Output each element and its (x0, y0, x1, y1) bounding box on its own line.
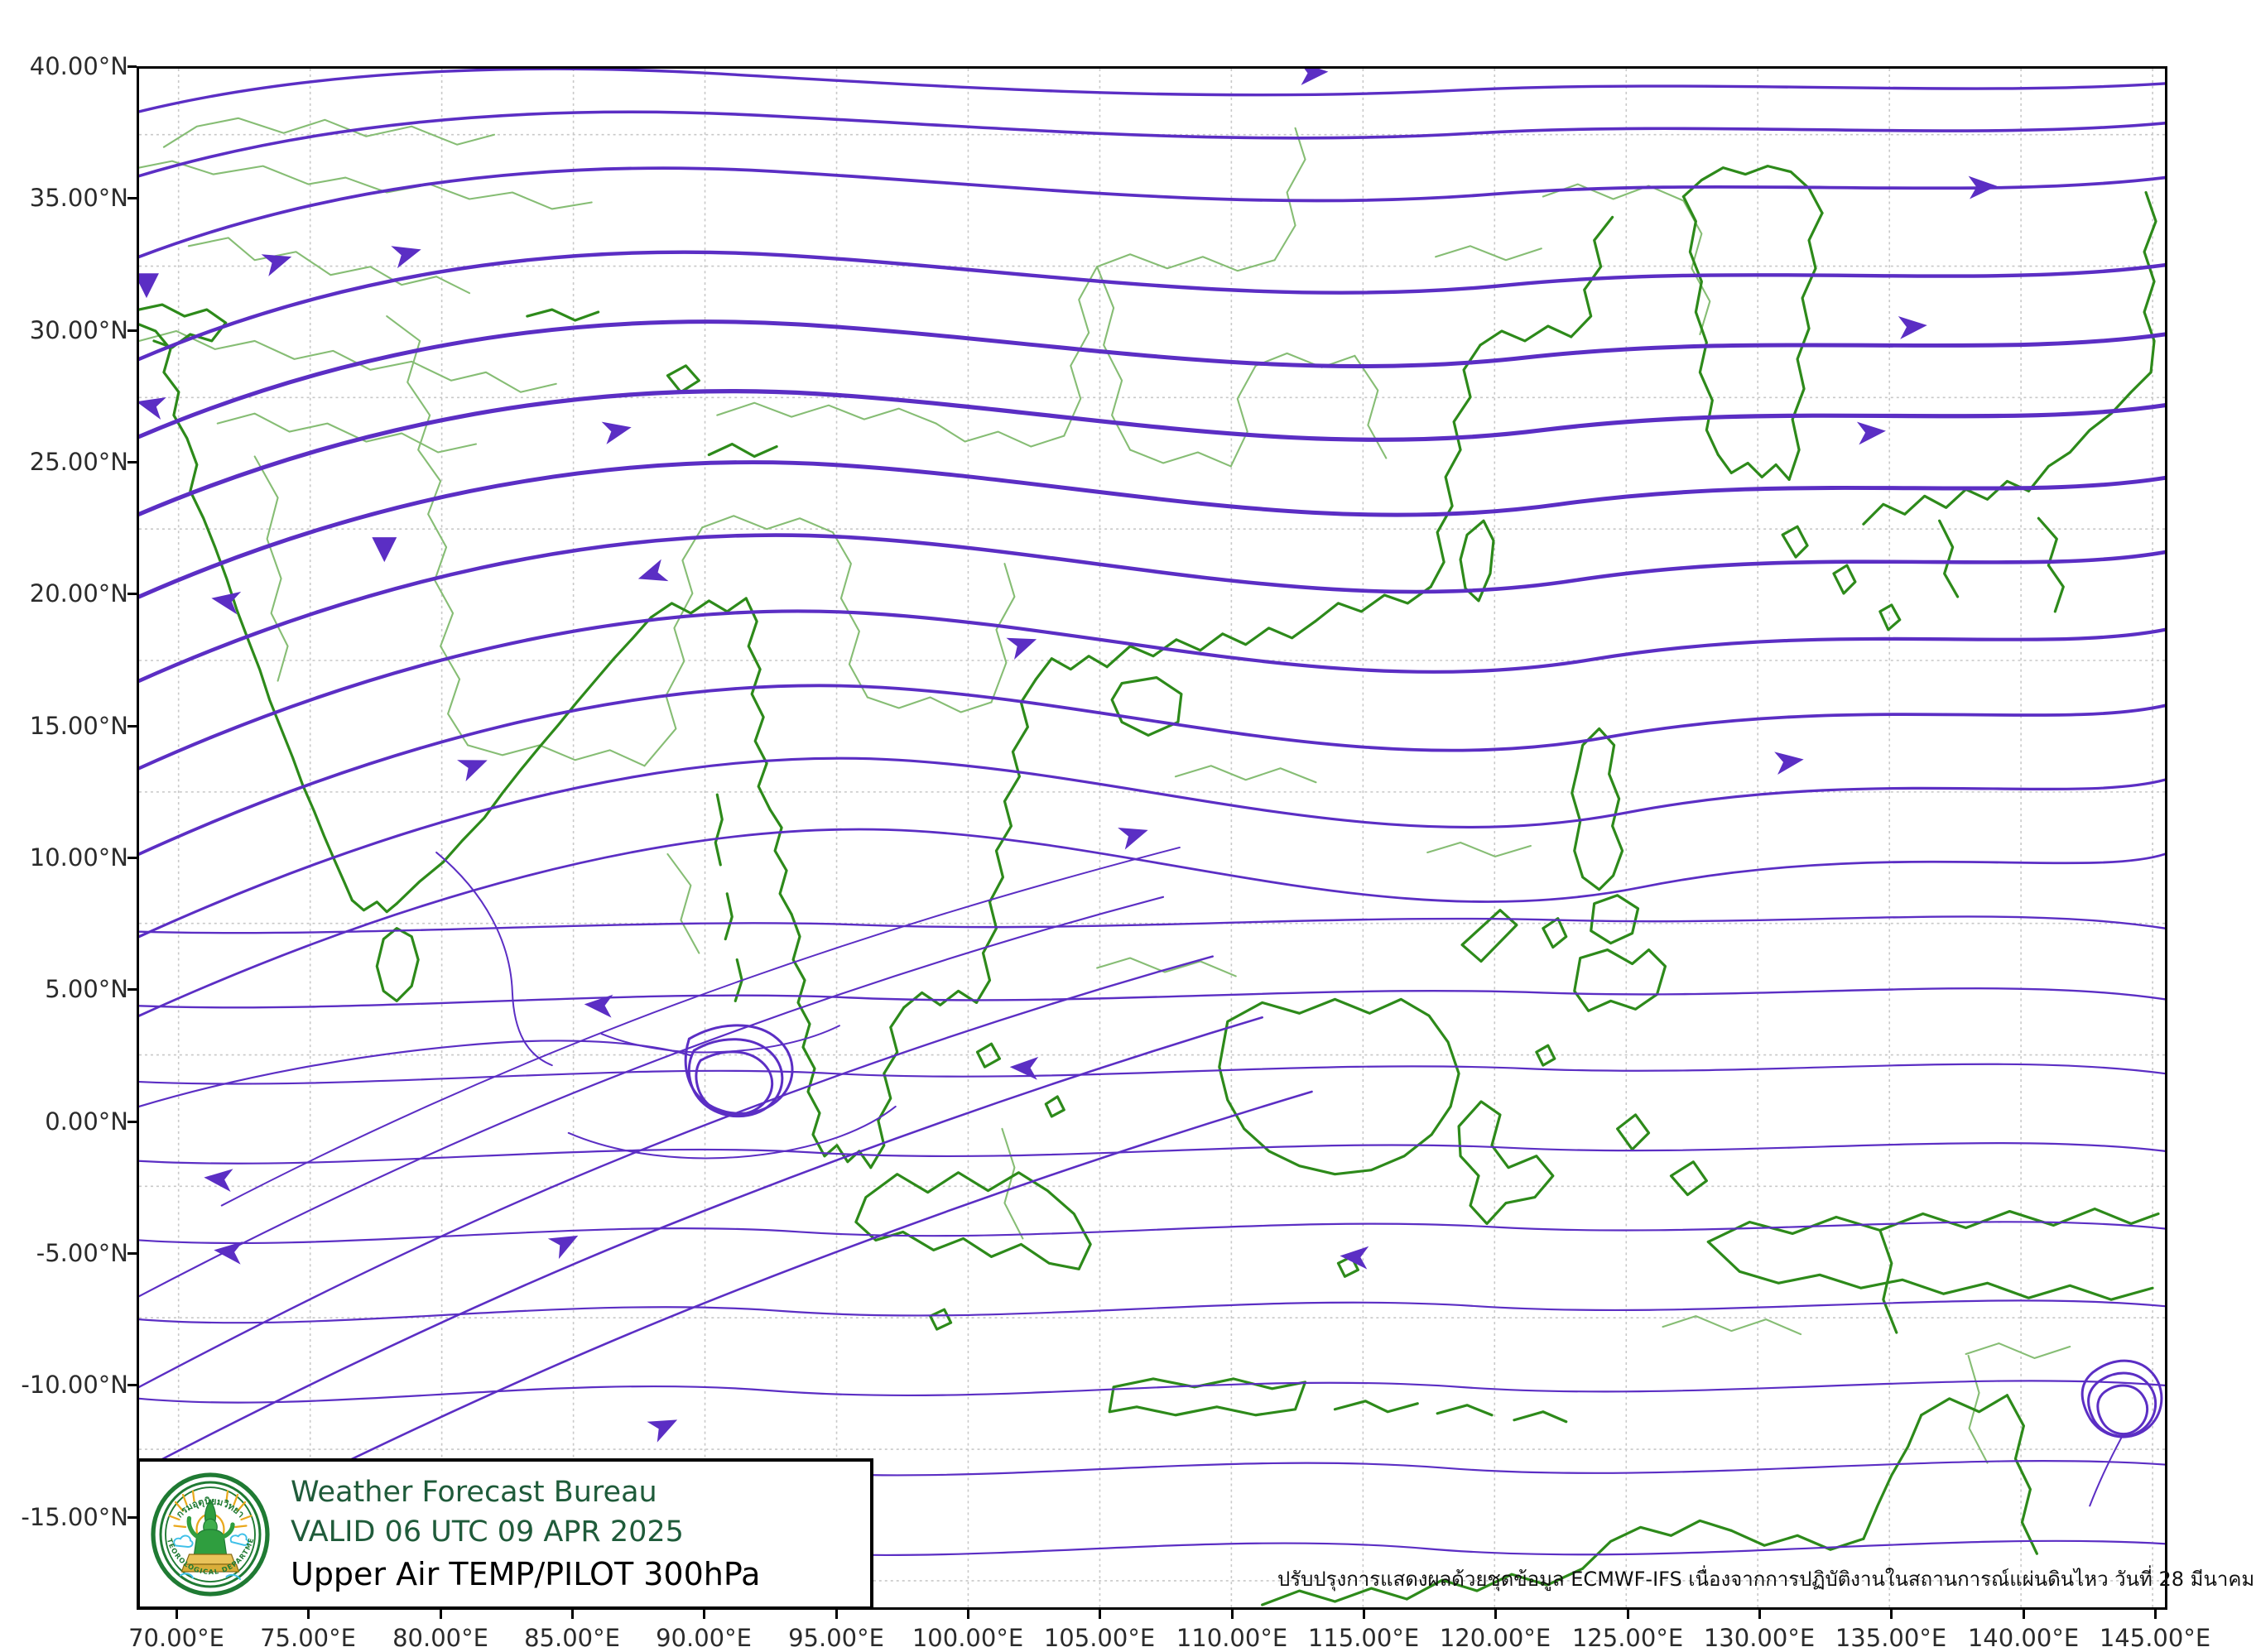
y-tick-label: 35.00°N (29, 184, 128, 212)
y-tick-mark (127, 1252, 137, 1255)
y-tick-label: 10.00°N (29, 843, 128, 872)
y-tick-label: 20.00°N (29, 579, 128, 607)
y-tick-mark (127, 65, 137, 68)
y-tick-mark (127, 461, 137, 463)
map-plot-frame (137, 66, 2167, 1610)
y-tick-label: 25.00°N (29, 448, 128, 476)
x-tick-label: 85.00°E (524, 1624, 620, 1652)
y-tick-mark (127, 1121, 137, 1123)
y-tick-mark (127, 1516, 137, 1519)
x-tick-label: 135.00°E (1835, 1624, 1947, 1652)
x-tick-mark (835, 1610, 838, 1619)
x-tick-mark (1627, 1610, 1629, 1619)
x-tick-mark (967, 1610, 969, 1619)
x-tick-label: 70.00°E (128, 1624, 224, 1652)
x-tick-mark (176, 1610, 178, 1619)
legend-text-block: Weather Forecast Bureau VALID 06 UTC 09 … (291, 1473, 760, 1595)
x-tick-label: 140.00°E (1967, 1624, 2080, 1652)
y-tick-label: 15.00°N (29, 712, 128, 740)
map-canvas (139, 69, 2165, 1607)
x-tick-mark (571, 1610, 574, 1619)
x-tick-label: 115.00°E (1307, 1624, 1420, 1652)
x-tick-mark (307, 1610, 310, 1619)
y-tick-label: -5.00°N (36, 1239, 128, 1267)
x-tick-mark (1099, 1610, 1101, 1619)
legend-product-line: Upper Air TEMP/PILOT 300hPa (291, 1555, 761, 1592)
x-tick-mark (1890, 1610, 1893, 1619)
gridlines (139, 69, 2165, 1607)
x-tick-label: 105.00°E (1043, 1624, 1156, 1652)
coastlines (139, 165, 2160, 1606)
y-tick-mark (127, 857, 137, 859)
wind-streamlines (139, 69, 2165, 1565)
y-tick-mark (127, 1384, 137, 1386)
y-tick-mark (127, 593, 137, 595)
x-tick-mark (1231, 1610, 1234, 1619)
legend-valid-line: VALID 06 UTC 09 APR 2025 (291, 1515, 684, 1549)
x-tick-label: 100.00°E (912, 1624, 1024, 1652)
x-tick-mark (2023, 1610, 2025, 1619)
x-tick-mark (1494, 1610, 1497, 1619)
x-tick-mark (1363, 1610, 1365, 1619)
x-tick-label: 95.00°E (788, 1624, 884, 1652)
y-tick-label: 5.00°N (45, 975, 128, 1003)
x-tick-label: 145.00°E (2099, 1624, 2211, 1652)
thai-meteorological-department-seal-icon: กรมอุตุนิยมวิทยา METEOROLOGICAL DEPARTME… (144, 1466, 272, 1597)
y-tick-label: -15.00°N (21, 1503, 128, 1531)
x-tick-label: 90.00°E (656, 1624, 752, 1652)
y-tick-mark (127, 988, 137, 991)
x-tick-label: 125.00°E (1571, 1624, 1684, 1652)
thai-data-source-note: ปรับปรุงการแสดงผลด้วยชุดข้อมูล ECMWF-IFS… (1277, 1568, 2256, 1591)
y-tick-mark (127, 197, 137, 199)
x-tick-label: 110.00°E (1176, 1624, 1288, 1652)
y-tick-label: 40.00°N (29, 52, 128, 80)
chart-legend-box: กรมอุตุนิยมวิทยา METEOROLOGICAL DEPARTME… (137, 1458, 873, 1610)
legend-bureau-line: Weather Forecast Bureau (291, 1476, 657, 1510)
y-tick-label: 30.00°N (29, 316, 128, 344)
x-tick-mark (703, 1610, 705, 1619)
x-tick-mark (1758, 1610, 1761, 1619)
x-tick-label: 75.00°E (260, 1624, 356, 1652)
y-tick-label: 0.00°N (45, 1107, 128, 1136)
y-tick-mark (127, 329, 137, 332)
streamline-direction-arrows (139, 69, 1998, 1535)
x-tick-mark (440, 1610, 442, 1619)
x-tick-label: 130.00°E (1703, 1624, 1816, 1652)
x-tick-mark (2154, 1610, 2157, 1619)
x-tick-label: 80.00°E (392, 1624, 488, 1652)
country-borders (139, 117, 2071, 1464)
x-tick-label: 120.00°E (1439, 1624, 1551, 1652)
map-plot-area (139, 69, 2165, 1607)
y-tick-label: -10.00°N (21, 1371, 128, 1399)
y-tick-mark (127, 725, 137, 728)
